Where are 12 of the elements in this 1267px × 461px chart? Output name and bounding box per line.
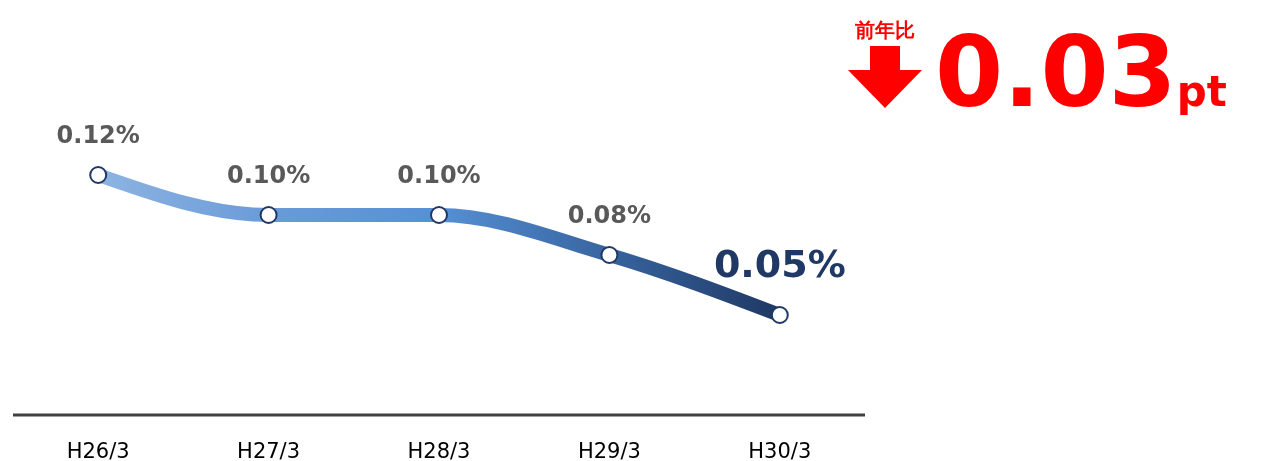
x-tick-label: H29/3 (577, 439, 641, 461)
data-label: 0.05% (713, 242, 846, 286)
data-label: 0.10% (226, 161, 311, 189)
point (770, 306, 789, 324)
data-label: 0.12% (56, 121, 140, 149)
data-label: 0.10% (397, 161, 481, 189)
x-tick-label: H27/3 (237, 439, 301, 461)
x-tick-label: H30/3 (748, 439, 812, 461)
text: 前年比 (854, 18, 915, 42)
x-tick-label: H26/3 (66, 439, 130, 461)
x-tick-label: H28/3 (407, 439, 471, 461)
data-label: 0.08% (567, 201, 652, 229)
